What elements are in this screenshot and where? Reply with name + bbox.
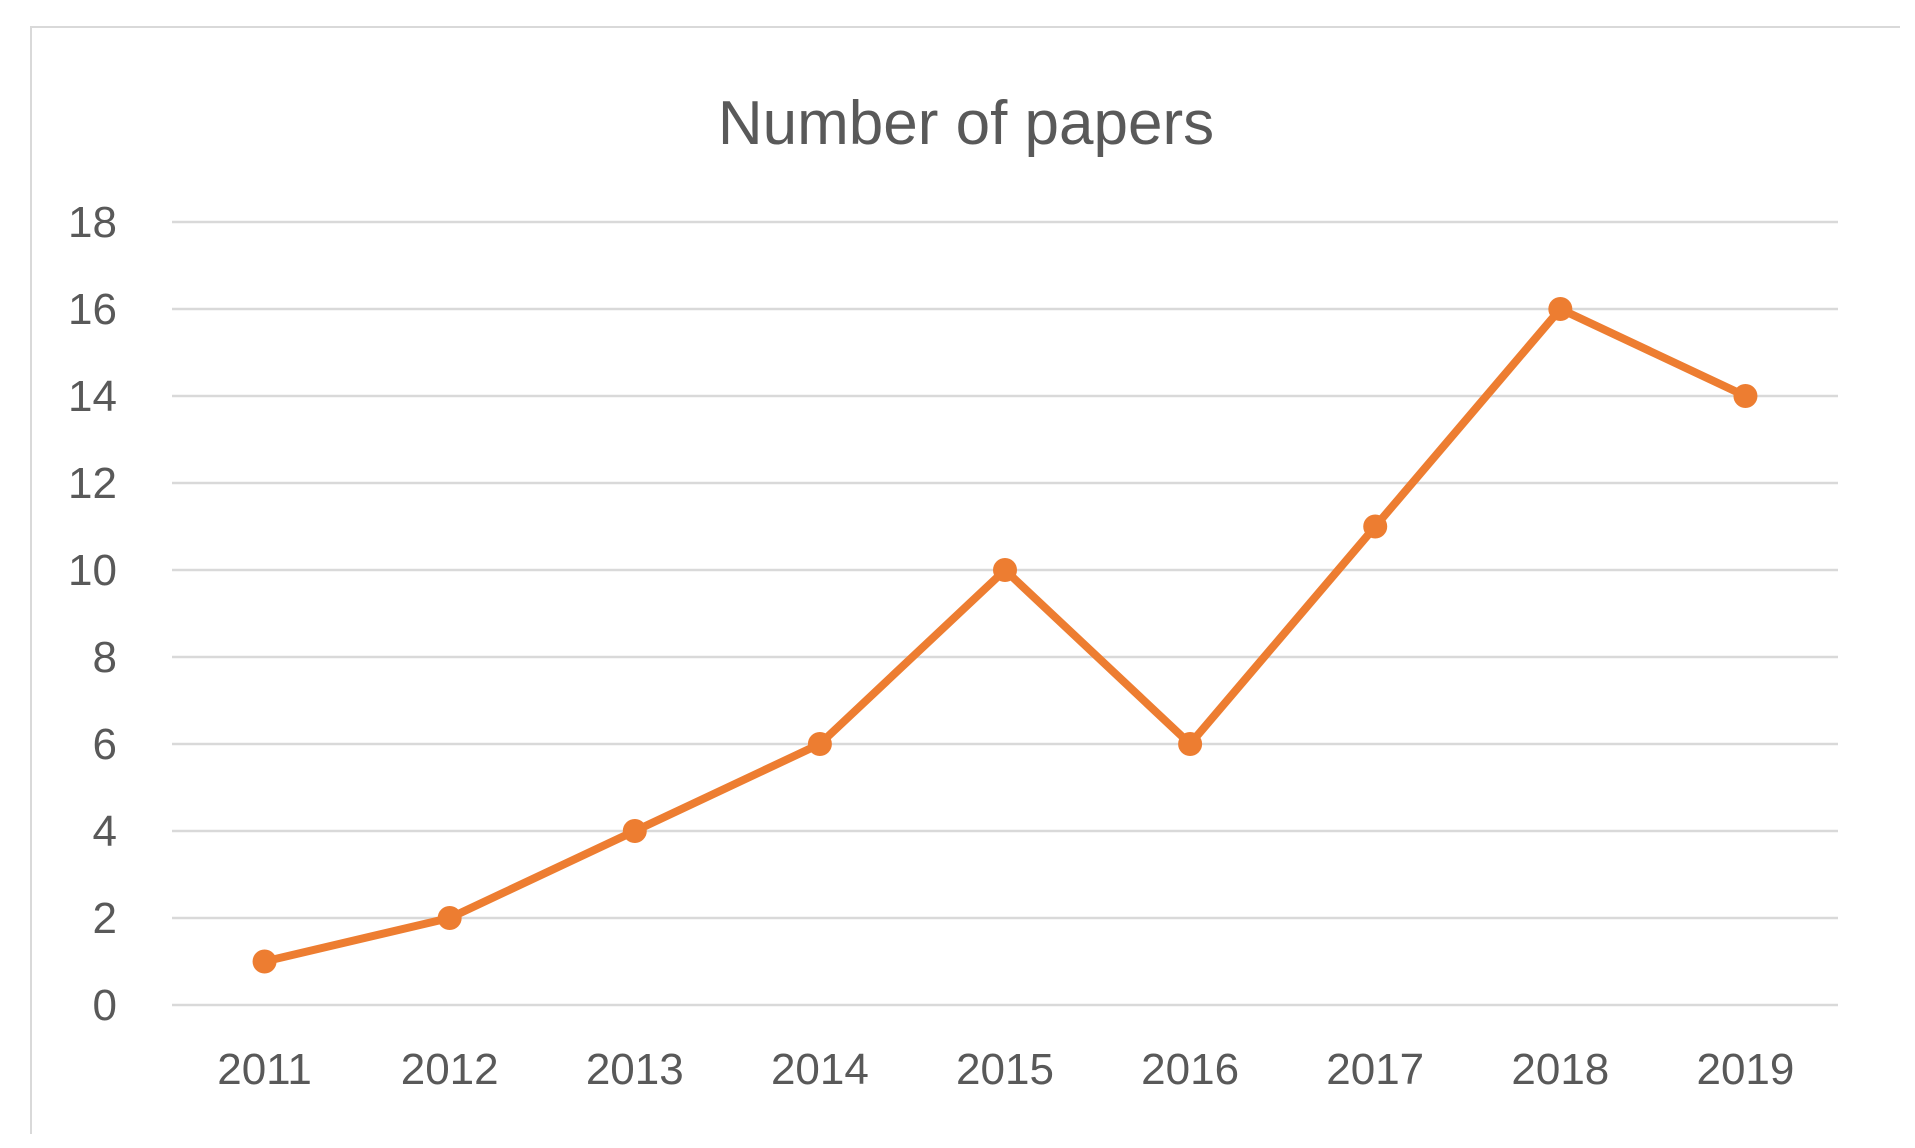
y-tick-label: 14 [68, 372, 117, 421]
series-line [260, 305, 1750, 966]
y-tick-label: 4 [93, 807, 117, 856]
y-tick-label: 8 [93, 633, 117, 682]
data-point [1733, 384, 1758, 408]
y-tick-label: 18 [68, 198, 117, 247]
x-tick-label: 2012 [401, 1045, 499, 1094]
data-point [622, 819, 647, 843]
data-point [807, 732, 832, 756]
y-tick-label: 12 [68, 459, 117, 508]
x-tick-label: 2016 [1141, 1045, 1239, 1094]
y-tick-label: 0 [93, 981, 117, 1030]
x-tick-label: 2019 [1696, 1045, 1794, 1094]
chart-title: Number of papers [717, 89, 1215, 158]
x-tick-label: 2014 [771, 1045, 869, 1094]
data-point [1548, 297, 1573, 321]
x-tick-label: 2017 [1326, 1045, 1424, 1094]
data-point [1178, 732, 1203, 756]
data-point [437, 906, 462, 930]
x-tick-label: 2013 [586, 1045, 684, 1094]
chart-area: Number of papers [30, 26, 1900, 1134]
data-point [1363, 514, 1388, 539]
data-point [252, 949, 277, 974]
y-tick-label: 10 [68, 546, 117, 595]
x-tick-label: 2011 [217, 1045, 312, 1094]
x-tick-label: 2018 [1511, 1045, 1609, 1094]
y-tick-label: 2 [93, 894, 117, 943]
data-point [993, 558, 1017, 582]
y-tick-label: 16 [68, 285, 117, 334]
y-tick-label: 6 [93, 720, 117, 769]
x-tick-label: 2015 [956, 1045, 1054, 1094]
